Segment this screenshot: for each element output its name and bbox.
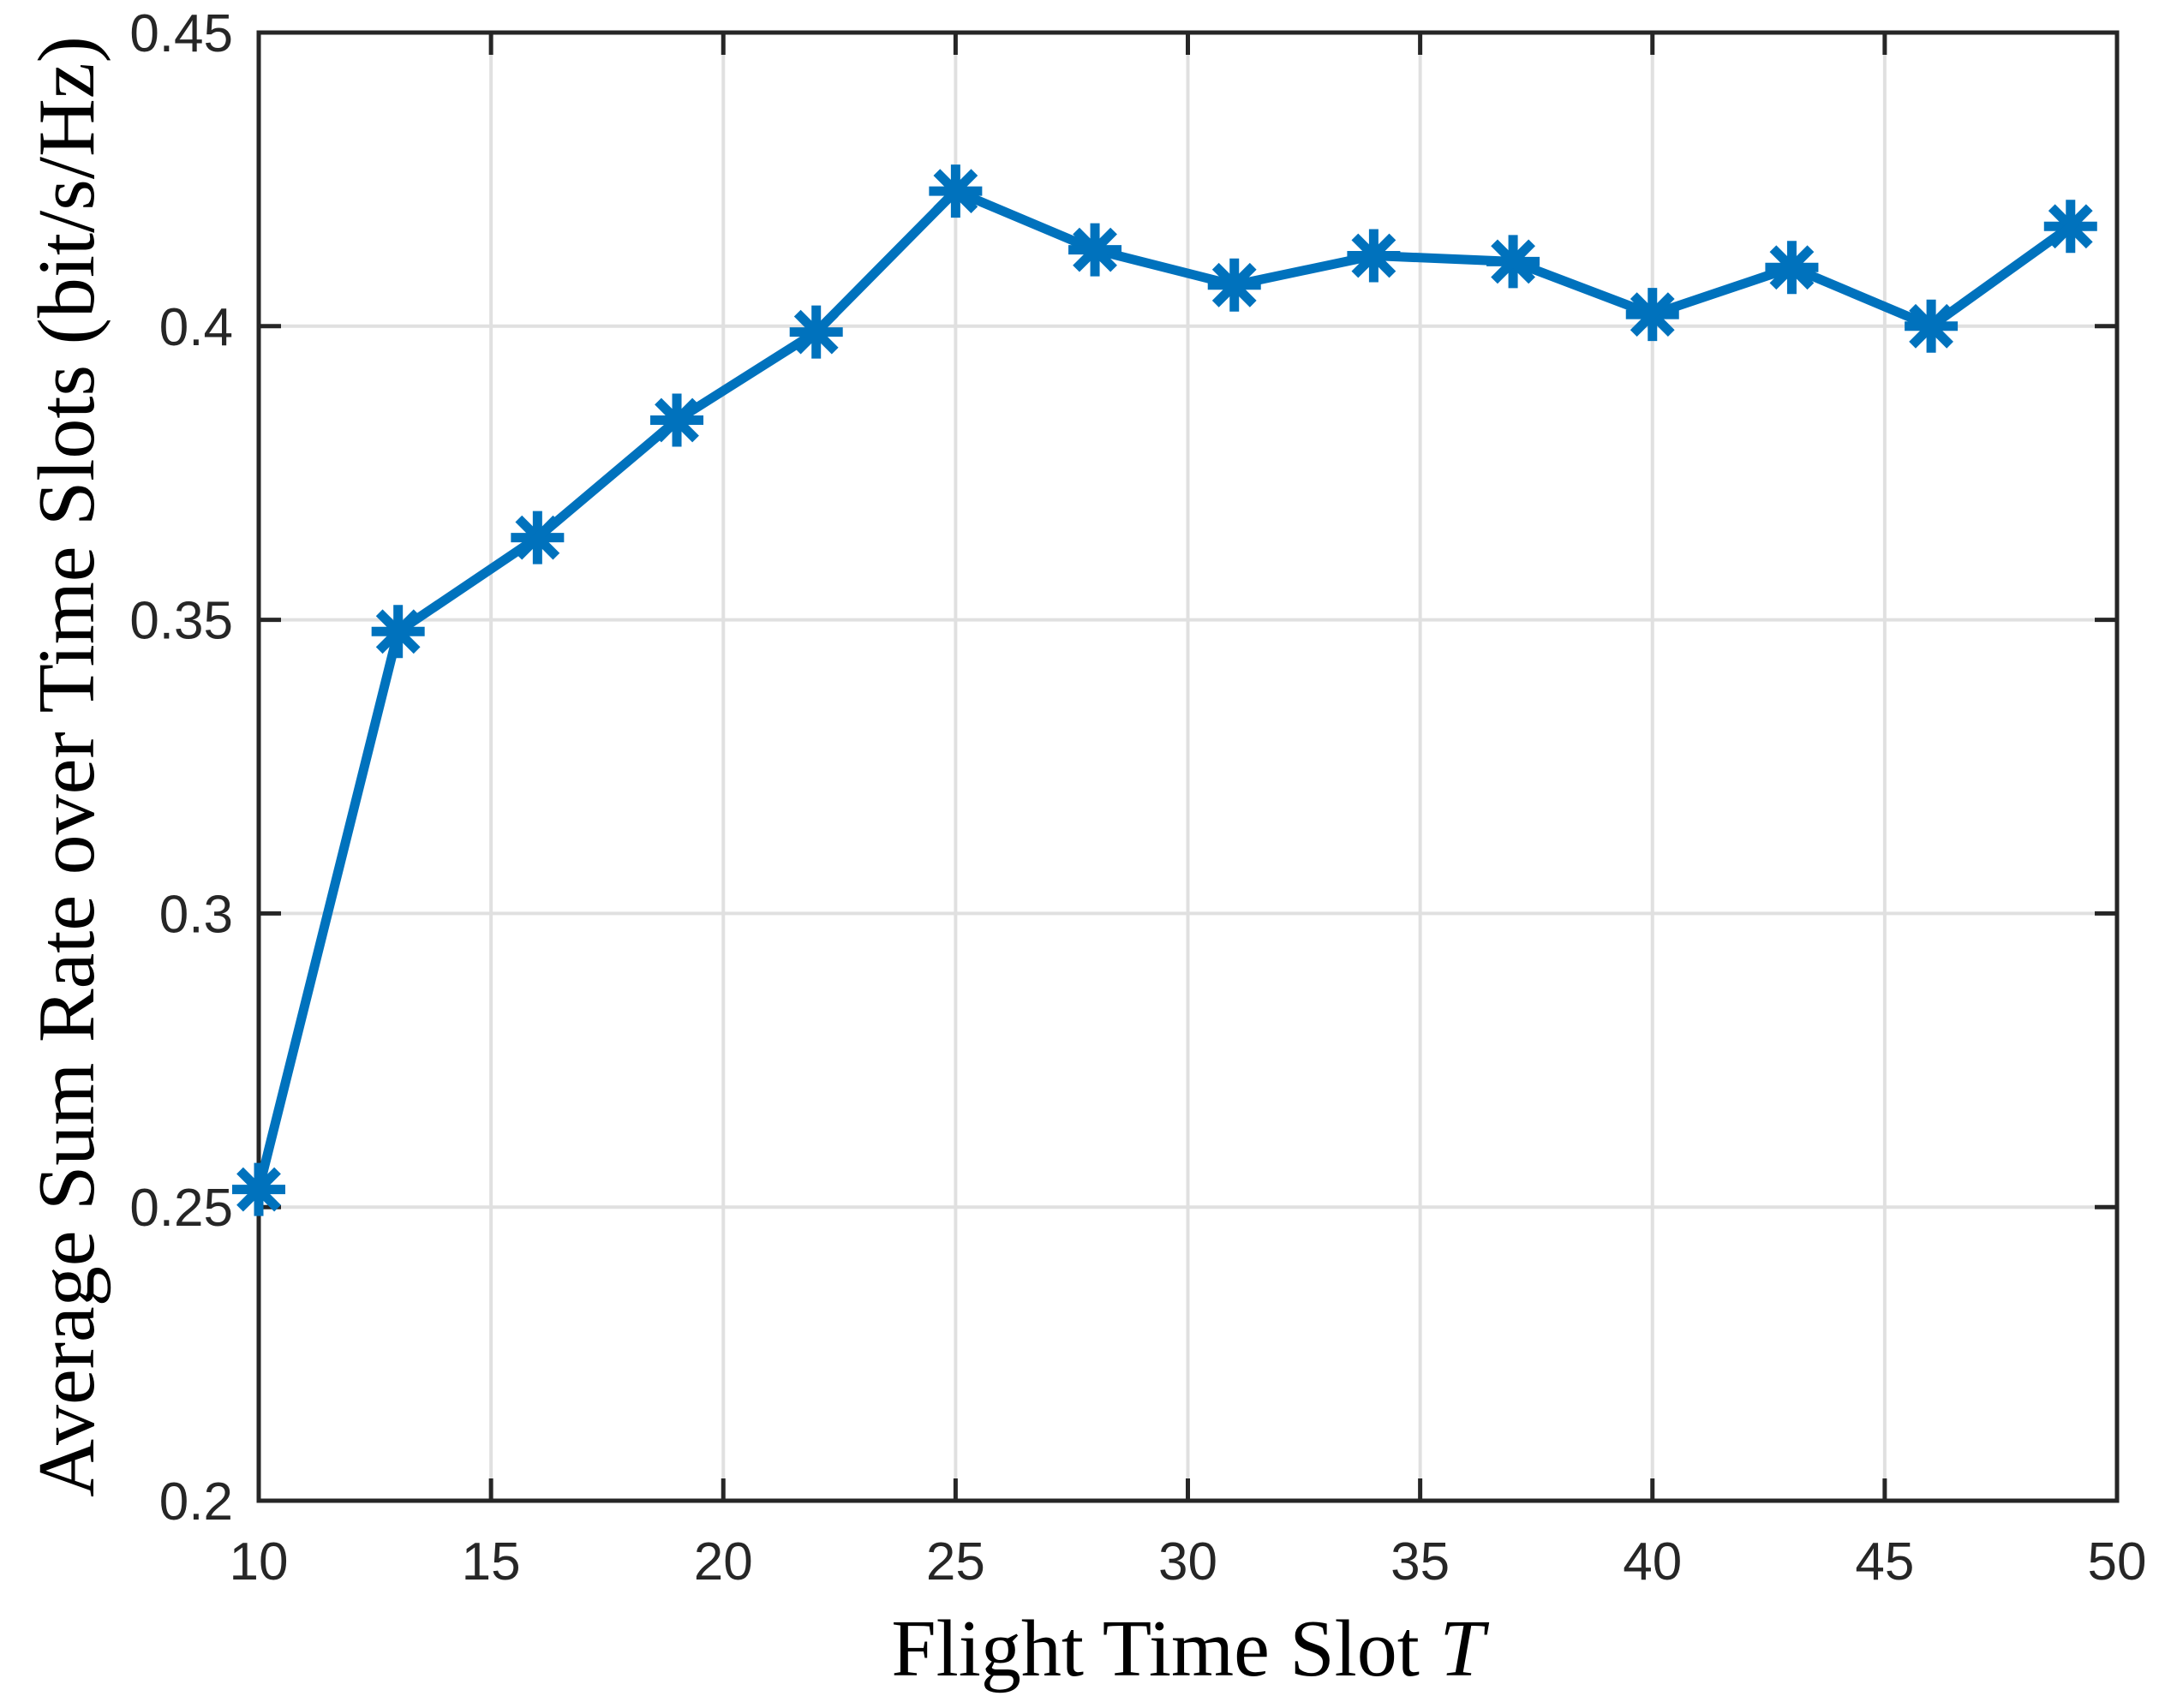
x-tick-label: 15	[462, 1532, 521, 1592]
marker-spoke	[1211, 262, 1257, 308]
x-tick-label: 50	[2088, 1532, 2147, 1592]
marker-spoke	[1769, 245, 1815, 290]
marker-spoke	[1073, 227, 1117, 272]
x-axis-label: Flight Time Slot T	[259, 1609, 2117, 1689]
data-point-marker	[1486, 235, 1540, 289]
x-axis-label-text: Flight Time Slot	[891, 1604, 1420, 1693]
marker-spoke	[1351, 233, 1396, 278]
x-tick-label: 25	[926, 1532, 985, 1592]
x-tick-label: 45	[1855, 1532, 1914, 1592]
y-tick-label: 0.25	[129, 1179, 233, 1238]
marker-spoke	[793, 309, 839, 355]
x-tick-label: 10	[230, 1532, 289, 1592]
marker-spoke	[1909, 303, 1953, 349]
marker-spoke	[375, 609, 421, 654]
y-axis-label: Average Sum Rate over Time Slots (bit/s/…	[22, 36, 111, 1497]
x-tick-label: 20	[694, 1532, 753, 1592]
data-point-marker	[929, 164, 983, 218]
data-point-marker	[2043, 200, 2097, 254]
y-tick-label: 0.3	[159, 885, 233, 944]
x-axis-label-variable: T	[1439, 1604, 1485, 1693]
data-line	[254, 186, 2073, 1191]
data-point-marker	[1207, 258, 1261, 312]
marker-spoke	[2048, 204, 2093, 249]
data-point-marker	[1068, 223, 1122, 277]
data-point-marker	[1347, 229, 1401, 283]
marker-spoke	[655, 397, 699, 443]
data-point-marker	[1765, 241, 1819, 295]
data-point-marker	[789, 305, 843, 359]
y-tick-label: 0.45	[129, 4, 233, 63]
x-tick-label: 40	[1623, 1532, 1682, 1592]
data-point-marker	[1905, 299, 1959, 353]
marker-spoke	[1491, 239, 1535, 284]
y-tick-label: 0.2	[159, 1472, 233, 1532]
marker-spoke	[933, 169, 978, 214]
data-point-marker	[371, 605, 425, 659]
data-point-marker	[1625, 288, 1679, 342]
data-point-marker	[650, 393, 704, 447]
marker-spoke	[236, 1167, 281, 1212]
marker-spoke	[1630, 292, 1675, 337]
data-point-marker	[232, 1162, 285, 1216]
y-tick-label: 0.35	[129, 592, 233, 651]
y-tick-label: 0.4	[159, 298, 233, 357]
x-tick-label: 30	[1158, 1532, 1217, 1592]
marker-spoke	[515, 515, 560, 560]
x-tick-label: 35	[1390, 1532, 1450, 1592]
data-point-marker	[511, 511, 565, 564]
